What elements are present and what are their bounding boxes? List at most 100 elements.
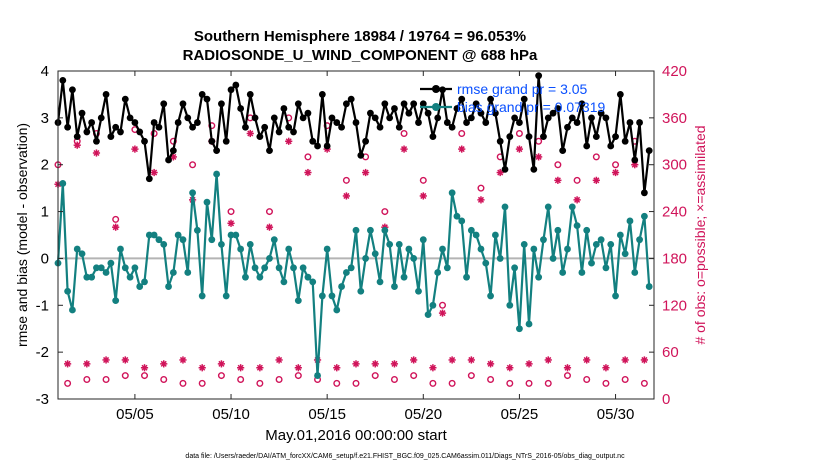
bias-point bbox=[424, 311, 432, 319]
rmse-point bbox=[126, 114, 134, 122]
rmse-point bbox=[242, 123, 249, 131]
obs-assimilated-stroke bbox=[295, 364, 302, 371]
bias-point bbox=[568, 203, 576, 211]
obs-assimilated-stroke bbox=[141, 364, 148, 371]
obs-assimilated-point bbox=[352, 360, 360, 368]
bias-point bbox=[516, 325, 523, 333]
bias-point bbox=[102, 269, 110, 276]
rmse-point bbox=[391, 105, 398, 112]
obs-assimilated-stroke bbox=[93, 149, 100, 157]
bias-point bbox=[232, 231, 240, 239]
bias-point bbox=[631, 269, 639, 276]
rmse-point bbox=[150, 119, 158, 126]
obs-possible-point bbox=[400, 129, 408, 137]
rmse-point bbox=[501, 166, 509, 173]
bias-point bbox=[218, 240, 225, 248]
rmse-point bbox=[549, 109, 557, 117]
bias-point bbox=[193, 226, 201, 234]
rmse-point bbox=[107, 133, 115, 141]
obs-possible-point bbox=[371, 372, 379, 380]
obs-assimilated-stroke bbox=[641, 356, 648, 364]
bias-point bbox=[607, 240, 615, 248]
rmse-point bbox=[59, 76, 67, 84]
rmse-point bbox=[472, 100, 480, 108]
bias-point bbox=[458, 217, 466, 225]
obs-assimilated-stroke bbox=[439, 310, 446, 317]
bias-point bbox=[472, 231, 480, 239]
y-tick-label-right: 240 bbox=[662, 204, 687, 221]
rmse-point bbox=[357, 151, 365, 159]
obs-assimilated-point bbox=[535, 153, 543, 161]
rmse-point bbox=[97, 114, 105, 122]
bias-point bbox=[429, 301, 437, 309]
plot-frame bbox=[57, 70, 655, 400]
bias-point bbox=[314, 372, 321, 379]
rmse-point bbox=[352, 119, 360, 126]
obs-assimilated-point bbox=[544, 356, 552, 364]
obs-assimilated-stroke bbox=[420, 192, 427, 200]
bias-point bbox=[97, 264, 105, 272]
rmse-point bbox=[227, 86, 235, 94]
obs-possible-point bbox=[227, 208, 235, 216]
obs-assimilated-point bbox=[342, 192, 350, 200]
bias-point bbox=[467, 226, 475, 234]
y-tick-label-left: -1 bbox=[36, 297, 49, 314]
rmse-point bbox=[256, 133, 264, 141]
obs-assimilated-stroke bbox=[429, 364, 436, 371]
bias-point bbox=[323, 245, 331, 253]
obs-assimilated-point bbox=[265, 223, 274, 231]
rmse-point bbox=[429, 133, 437, 141]
rmse-point bbox=[102, 91, 110, 98]
bias-point bbox=[597, 236, 605, 244]
obs-assimilated-stroke bbox=[458, 146, 465, 153]
obs-assimilated-point bbox=[640, 356, 648, 364]
obs-possible-point bbox=[342, 176, 350, 184]
bias-point bbox=[487, 292, 494, 300]
bias-point bbox=[237, 245, 245, 253]
obs-assimilated-point bbox=[362, 168, 370, 177]
bias-point bbox=[59, 180, 67, 187]
obs-assimilated-point bbox=[563, 364, 572, 372]
obs-possible-point bbox=[487, 375, 495, 383]
bias-point bbox=[93, 264, 100, 272]
rmse-point bbox=[184, 114, 192, 122]
obs-assimilated-point bbox=[237, 364, 245, 372]
bias-point bbox=[88, 273, 96, 281]
obs-assimilated-stroke bbox=[352, 360, 360, 367]
rmse-point bbox=[588, 114, 595, 122]
obs-assimilated-point bbox=[140, 364, 149, 372]
obs-possible-point bbox=[640, 379, 648, 387]
rmse-point bbox=[347, 95, 355, 103]
rmse-point bbox=[616, 91, 624, 98]
bias-point bbox=[318, 292, 326, 300]
obs-possible-point bbox=[573, 176, 581, 184]
obs-possible-point bbox=[612, 161, 620, 169]
legend-marker-bias bbox=[432, 103, 440, 111]
rmse-point bbox=[314, 142, 321, 150]
obs-possible-point bbox=[429, 379, 437, 387]
obs-possible-point bbox=[592, 153, 600, 161]
rmse-point bbox=[568, 114, 576, 122]
rmse-point bbox=[597, 109, 605, 117]
bias-point bbox=[535, 273, 543, 281]
y-tick-label-left: 0 bbox=[41, 250, 49, 267]
obs-assimilated-point bbox=[121, 356, 129, 364]
legend: rmse grand pr = 3.05 bias grand pr = 0.0… bbox=[420, 81, 605, 115]
bias-point bbox=[198, 292, 206, 300]
bias-point bbox=[640, 212, 648, 220]
rmse-point bbox=[69, 86, 76, 94]
rmse-point bbox=[592, 133, 600, 141]
rmse-point bbox=[136, 128, 144, 136]
obs-assimilated-point bbox=[333, 364, 341, 372]
x-tick-label: 05/30 bbox=[597, 406, 635, 423]
rmse-point bbox=[285, 123, 293, 131]
obs-possible-point bbox=[458, 129, 466, 137]
obs-possible-point bbox=[275, 375, 283, 383]
obs-assimilated-point bbox=[64, 360, 72, 368]
rmse-point bbox=[232, 81, 240, 89]
obs-possible-point bbox=[563, 372, 571, 380]
obs-possible-point bbox=[448, 379, 456, 387]
bias-point bbox=[381, 226, 389, 234]
bias-point bbox=[410, 255, 418, 262]
bias-point bbox=[362, 255, 370, 262]
